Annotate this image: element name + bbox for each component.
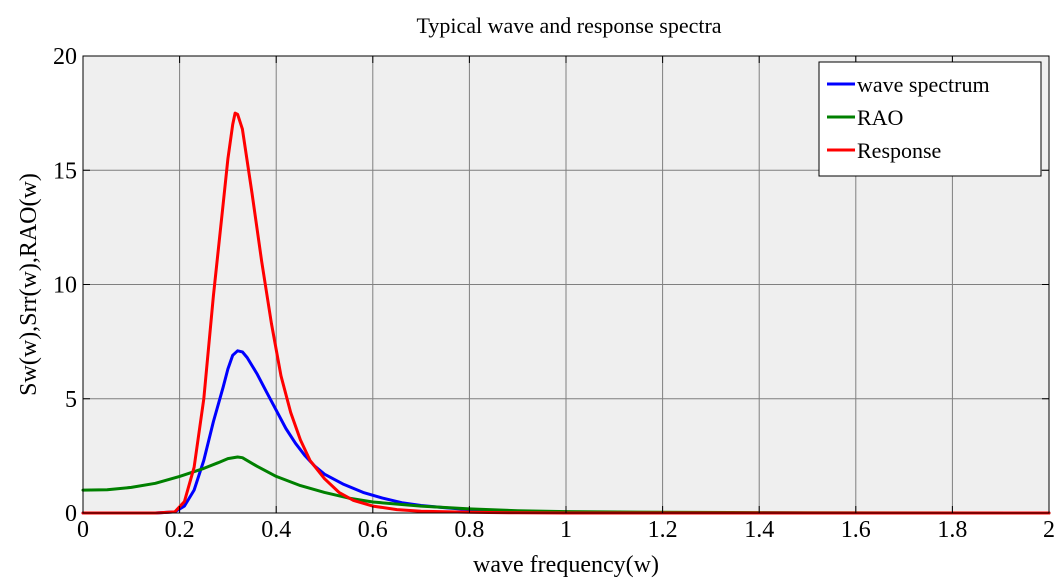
y-tick-label: 0	[65, 501, 77, 527]
x-tick-label: 0.2	[165, 517, 195, 543]
x-axis-label: wave frequency(w)	[473, 552, 659, 578]
x-tick-label: 1.6	[841, 517, 871, 543]
y-tick-label: 20	[53, 44, 77, 70]
legend: wave spectrum RAO Response	[818, 61, 1042, 177]
y-axis-label: Sw(w),Srr(w),RAO(w)	[16, 173, 42, 396]
series-lines	[81, 111, 1051, 515]
legend-label: RAO	[857, 105, 903, 130]
chart-title: Typical wave and response spectra	[416, 13, 721, 38]
x-tick-label: 0.4	[261, 517, 291, 543]
y-tick-label: 5	[65, 387, 77, 413]
x-tick-label: 2	[1043, 517, 1055, 543]
legend-label: wave spectrum	[857, 72, 990, 97]
x-tick-label: 0.8	[454, 517, 484, 543]
x-tick-label: 1.2	[648, 517, 678, 543]
legend-box	[818, 61, 1042, 177]
x-tick-label: 1	[560, 517, 572, 543]
series-line-rao	[81, 455, 1051, 515]
x-tick-label: 0	[77, 517, 89, 543]
series-line-response	[81, 111, 1051, 515]
y-tick-label: 15	[53, 158, 77, 184]
y-tick-label: 10	[53, 273, 77, 299]
x-tick-label: 1.4	[744, 517, 774, 543]
legend-label: Response	[857, 138, 941, 163]
x-tick-label: 1.8	[937, 517, 967, 543]
x-tick-label: 0.6	[358, 517, 388, 543]
